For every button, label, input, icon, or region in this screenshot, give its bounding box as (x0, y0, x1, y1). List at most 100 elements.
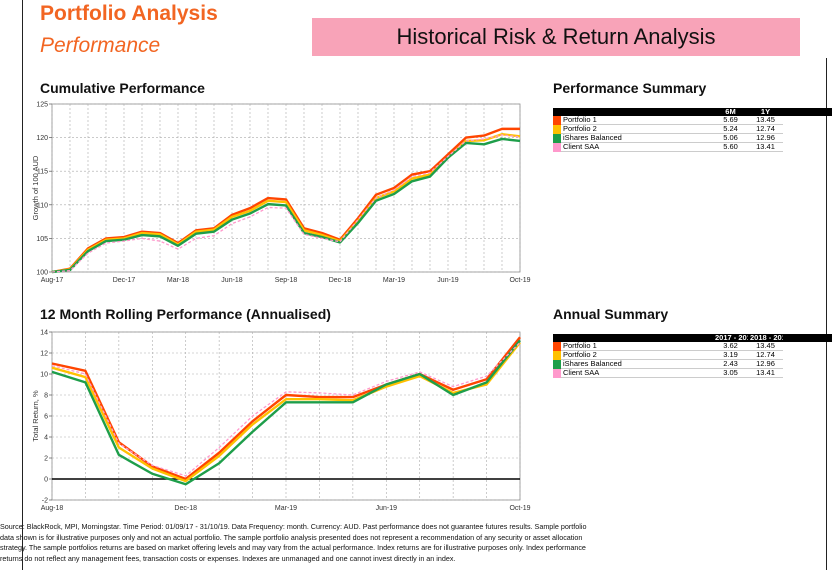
table: 2017 - 20182018 - 2019Portfolio 13.6213.… (553, 334, 832, 378)
x-tick-label: Jun-18 (221, 277, 243, 284)
x-tick-label: Dec-18 (174, 505, 197, 512)
cell (783, 116, 832, 125)
y-tick-label: 125 (36, 102, 48, 109)
table-row: Portfolio 1 5.69 13.45 (553, 116, 832, 125)
header-row: 2017 - 20182018 - 2019 (553, 334, 832, 342)
x-tick-label: Jun-19 (376, 505, 398, 512)
page-subtitle: Performance (40, 34, 161, 57)
x-tick-label: Sep-18 (275, 277, 298, 284)
y-tick-label: 14 (40, 330, 48, 337)
cell (783, 134, 832, 143)
y-tick-label: 6 (44, 414, 48, 421)
cell: 2.43 (713, 359, 748, 369)
x-tick-label: Mar-18 (167, 277, 189, 284)
series-line (51, 339, 521, 486)
cell: 5.24 (713, 124, 748, 134)
row-label: Portfolio 1 (561, 342, 713, 351)
footer-line: Source: BlackRock, MPI, Morningstar. Tim… (0, 522, 587, 531)
y-tick-label: 110 (37, 202, 48, 209)
y-axis-title: Growth of 100 AUD (31, 155, 40, 220)
y-tick-label: 100 (36, 270, 48, 277)
table-title: Annual Summary (553, 306, 669, 322)
table-title: Performance Summary (553, 80, 707, 96)
series-line (51, 336, 521, 481)
cell: 3.62 (713, 342, 748, 351)
y-tick-label: 105 (36, 236, 48, 243)
y-tick-label: 2 (44, 456, 48, 463)
cell: 5.69 (713, 116, 748, 125)
color-swatch (553, 116, 561, 125)
row-label: iShares Balanced (561, 359, 713, 369)
page-title: Portfolio Analysis (40, 2, 218, 25)
cell (783, 125, 832, 134)
color-swatch (553, 133, 561, 143)
cell (783, 143, 832, 152)
footer-line: data shown is for illustrative purposes … (0, 532, 583, 542)
series-line (51, 137, 521, 274)
cell: 3.05 (713, 368, 748, 378)
frame (826, 58, 827, 570)
header-cell (561, 108, 713, 116)
cell (783, 342, 832, 351)
x-tick-label: Aug-18 (41, 505, 64, 512)
color-swatch (553, 124, 561, 134)
y-tick-label: 8 (44, 393, 48, 400)
y-tick-label: 10 (40, 372, 48, 379)
header-cell: 1Y (748, 108, 783, 116)
header-cell (783, 108, 832, 116)
x-tick-label: Dec-17 (113, 277, 136, 284)
table-row: Portfolio 2 3.19 12.74 (553, 350, 832, 360)
header-cell: 2017 - 2018 (713, 334, 748, 342)
x-tick-label: Oct-19 (509, 277, 530, 284)
table-row: Client SAA 3.05 13.41 (553, 368, 832, 378)
y-tick-label: 115 (37, 169, 48, 176)
y-tick-label: -2 (42, 498, 48, 505)
series-line (51, 127, 520, 274)
y-tick-label: 4 (44, 435, 48, 442)
cell (783, 369, 832, 378)
chart-title: Cumulative Performance (40, 80, 205, 96)
header-cell (561, 334, 713, 342)
chart-title: 12 Month Rolling Performance (Annualised… (40, 306, 331, 322)
header-cell: 2018 - 2019 (748, 334, 783, 342)
row-label: Portfolio 2 (561, 124, 713, 134)
x-tick-label: Mar-19 (383, 277, 405, 284)
footer-line: strategy. The sample portfolios returns … (0, 543, 586, 552)
footer-line: returns do not reflect any management fe… (0, 553, 456, 563)
cell: 13.41 (748, 368, 783, 378)
y-tick-label: 12 (40, 351, 48, 358)
color-swatch (553, 350, 561, 360)
color-swatch (553, 142, 561, 152)
cell: 13.45 (748, 116, 783, 125)
series-line (51, 134, 521, 273)
cell: 13.45 (748, 342, 783, 351)
x-tick-label: Oct-19 (509, 505, 530, 512)
y-tick-label: 0 (44, 477, 48, 484)
cell (783, 360, 832, 369)
table-row: iShares Balanced 5.06 12.96 (553, 133, 832, 143)
header-cell: 6M (713, 108, 748, 116)
row-label: Client SAA (561, 142, 713, 152)
row-label: iShares Balanced (561, 133, 713, 143)
table-row: Portfolio 2 5.24 12.74 (553, 124, 832, 134)
row-label: Client SAA (561, 368, 713, 378)
cell: 3.19 (713, 350, 748, 360)
x-tick-label: Aug-17 (41, 277, 64, 284)
header-cell (553, 334, 561, 342)
cell: 5.60 (713, 142, 748, 152)
color-swatch (553, 368, 561, 378)
cell: 12.96 (748, 133, 783, 143)
table-row: Client SAA 5.60 13.41 (553, 142, 832, 152)
color-swatch (553, 359, 561, 369)
frame (22, 0, 23, 570)
banner: Historical Risk & Return Analysis (312, 18, 800, 56)
cell: 12.74 (748, 124, 783, 134)
footer: Source: BlackRock, MPI, Morningstar. Tim… (0, 522, 832, 564)
table-box: 6M 1Y Portfolio 1 5.69 13.45 Portfolio 2 5.24 1… (553, 108, 832, 158)
table-row: iShares Balanced 2.43 12.96 (553, 359, 832, 369)
header-cell (783, 334, 832, 342)
y-tick-label: 120 (36, 135, 48, 142)
cell: 12.96 (748, 359, 783, 369)
x-tick-label: Jun-19 (437, 277, 459, 284)
